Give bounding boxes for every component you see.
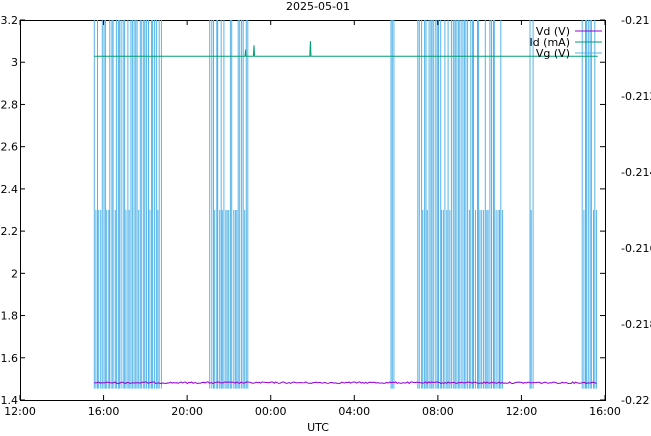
y-left-tick-label: 2.2 xyxy=(1,225,19,238)
axes: 1.41.61.822.22.42.62.833.2-0.22-0.218-0.… xyxy=(1,14,651,418)
y-right-tick-label: -0.22 xyxy=(621,394,649,407)
y-right-tick-label: -0.212 xyxy=(621,90,651,103)
chart-title: 2025-05-01 xyxy=(286,0,350,13)
series-vd-line xyxy=(94,382,597,384)
x-tick-label: 16:00 xyxy=(589,405,621,418)
plot-frame xyxy=(21,21,606,401)
y-left-tick-label: 3.2 xyxy=(1,14,19,27)
x-tick-label: 08:00 xyxy=(422,405,454,418)
y-left-tick-label: 1.6 xyxy=(1,352,19,365)
y-left-tick-label: 1.8 xyxy=(1,310,19,323)
y-left-tick-label: 2.4 xyxy=(1,183,19,196)
series-lines xyxy=(94,20,598,389)
y-left-tick-label: 2.6 xyxy=(1,141,19,154)
y-left-tick-label: 3 xyxy=(11,56,18,69)
series-vg-line xyxy=(94,20,596,389)
x-tick-label: 00:00 xyxy=(255,405,287,418)
y-left-tick-label: 2.8 xyxy=(1,98,19,111)
x-tick-label: 04:00 xyxy=(338,405,370,418)
y-right-tick-label: -0.218 xyxy=(621,318,651,331)
y-right-tick-label: -0.216 xyxy=(621,242,651,255)
y-right-tick-label: -0.214 xyxy=(621,166,651,179)
y-right-tick-label: -0.21 xyxy=(621,14,649,27)
series-id-line xyxy=(94,41,598,56)
x-tick-label: 20:00 xyxy=(171,405,203,418)
x-tick-label: 12:00 xyxy=(4,405,36,418)
y-left-tick-label: 2 xyxy=(11,267,18,280)
x-axis-label: UTC xyxy=(307,421,329,432)
legend-label: Vg (V) xyxy=(536,47,570,60)
x-tick-label: 16:00 xyxy=(88,405,120,418)
x-tick-label: 12:00 xyxy=(506,405,538,418)
